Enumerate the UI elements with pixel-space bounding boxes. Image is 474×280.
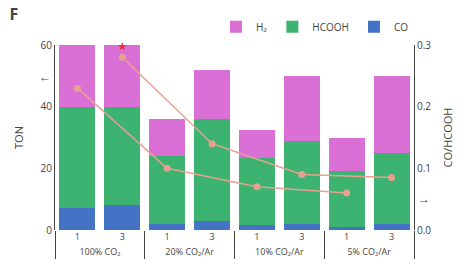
svg-text:*: * <box>118 39 126 58</box>
svg-text:3: 3 <box>209 230 214 243</box>
svg-text:1: 1 <box>165 230 170 243</box>
svg-text:←: ← <box>39 68 51 85</box>
svg-text:H₂: H₂ <box>256 20 267 34</box>
svg-text:0.2: 0.2 <box>417 99 431 113</box>
svg-text:100% CO₂: 100% CO₂ <box>79 245 120 258</box>
svg-text:3: 3 <box>389 230 394 243</box>
svg-text:0.3: 0.3 <box>417 38 431 52</box>
svg-text:TON: TON <box>11 126 26 149</box>
svg-text:40: 40 <box>41 99 53 113</box>
svg-text:CO: CO <box>394 20 408 34</box>
svg-text:CO/HCOOH: CO/HCOOH <box>440 108 455 168</box>
svg-text:F: F <box>9 3 18 25</box>
svg-text:0.0: 0.0 <box>417 223 431 237</box>
svg-text:1: 1 <box>254 230 259 243</box>
svg-text:0: 0 <box>46 223 52 237</box>
svg-text:20: 20 <box>41 161 53 175</box>
svg-text:1: 1 <box>75 230 80 243</box>
svg-text:HCOOH: HCOOH <box>312 20 349 34</box>
svg-text:3: 3 <box>120 230 125 243</box>
svg-text:0.1: 0.1 <box>417 161 431 175</box>
svg-text:5% CO₂/Ar: 5% CO₂/Ar <box>347 245 391 258</box>
svg-text:→: → <box>418 190 430 207</box>
svg-text:20% CO₂/Ar: 20% CO₂/Ar <box>165 245 214 258</box>
svg-text:60: 60 <box>41 38 53 52</box>
svg-text:1: 1 <box>344 230 349 243</box>
svg-text:3: 3 <box>299 230 304 243</box>
svg-text:10% CO₂/Ar: 10% CO₂/Ar <box>255 245 304 258</box>
